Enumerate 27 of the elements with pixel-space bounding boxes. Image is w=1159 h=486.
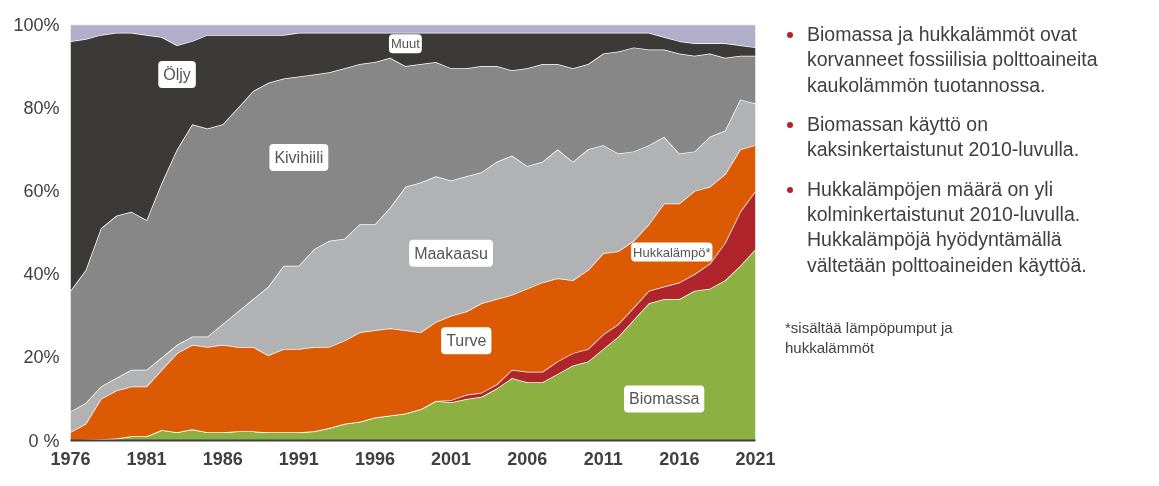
x-tick-label: 2016 [659,448,700,469]
x-tick-label: 2011 [583,448,623,469]
x-tick-label: 2021 [735,448,776,469]
x-tick-label: 2001 [431,448,472,469]
text: Biomassan käyttö on kaksinkertaistunut 2010-luvulla. [807,112,1081,163]
series-label: Öljy [163,65,191,83]
x-tick-label: 1986 [202,448,243,469]
y-tick-label: 20% [23,347,60,368]
text: Hukkalämpöjen määrä on yli kolminkertaistunut 2010-luvulla. Hukkalämpöjä hyödyntämällä vältetään polttoaineiden käyttöä. [807,176,1088,278]
y-tick-label: 0 % [28,430,60,451]
series-label: Maakaasu [414,244,488,262]
x-tick-label: 1981 [126,448,167,469]
y-tick-label: 60% [23,180,60,201]
text: *sisältää lämpöpumput ja hukkalämmöt [785,318,954,358]
x-tick-label: 1991 [278,448,319,469]
series-label: Biomassa [629,390,700,408]
series-label: Hukkalämpö* [633,244,711,260]
series-label: Kivihiili [274,149,324,167]
x-tick-label: 1976 [50,448,91,469]
series-label: Muut [390,36,421,52]
y-tick-label: 40% [23,264,60,285]
text: Biomassa ja hukkalämmöt ovat korvanneet fossiilisia polttoaineita kaukolämmön tuotannossa. [807,22,1099,98]
x-tick-label: 2006 [507,448,548,469]
y-tick-label: 100% [13,14,60,35]
series-label: Turve [446,332,487,350]
x-tick-label: 1996 [354,448,395,469]
y-tick-label: 80% [23,97,60,118]
